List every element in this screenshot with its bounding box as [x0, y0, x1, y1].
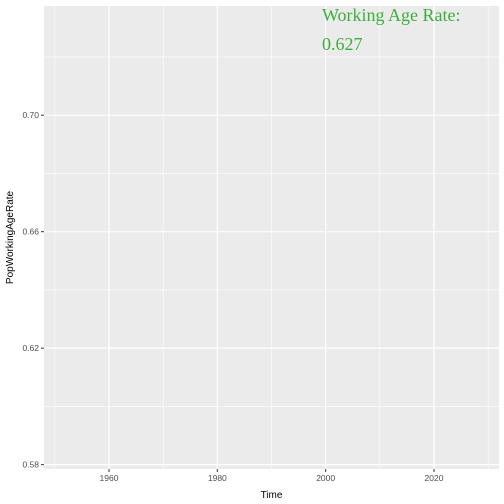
y-axis: 0.58 0.62 0.66 0.70: [22, 110, 44, 470]
x-tick-label: 2000: [316, 473, 335, 483]
x-tick-label: 1980: [208, 473, 227, 483]
y-axis-title: PopWorkingAgeRate: [5, 190, 16, 284]
x-axis-title: Time: [261, 490, 283, 501]
grid-major: [44, 6, 499, 469]
x-tick-label: 1960: [100, 473, 119, 483]
y-tick-label: 0.58: [22, 460, 39, 470]
y-tick-label: 0.70: [22, 110, 39, 120]
x-axis: 1960 1980 2000 2020: [100, 469, 444, 483]
annotation-value: 0.627: [322, 34, 363, 54]
annotation-label: Working Age Rate:: [322, 5, 461, 25]
grid-minor: [44, 6, 499, 469]
y-tick-label: 0.62: [22, 343, 39, 353]
y-tick-label: 0.66: [22, 227, 39, 237]
x-tick-label: 2020: [425, 473, 444, 483]
